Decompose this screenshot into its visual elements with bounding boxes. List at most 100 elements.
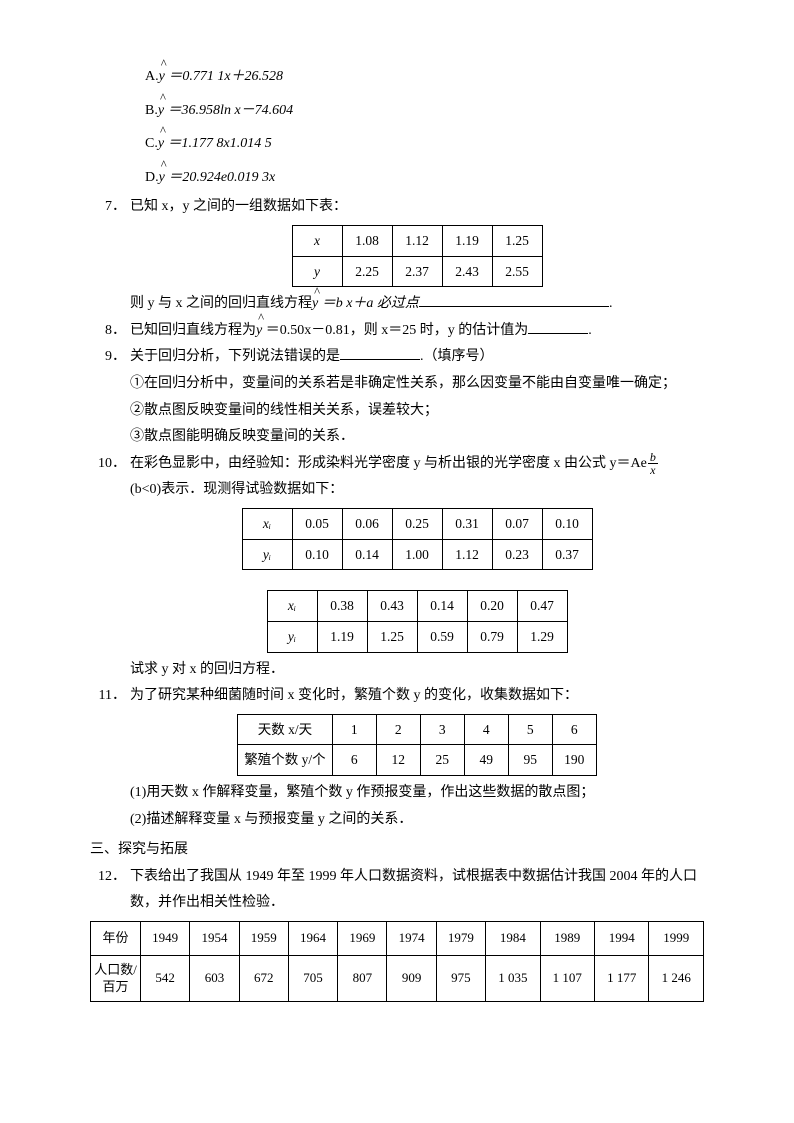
q10-t1-c: 1.12 [442, 539, 492, 570]
q10-table1: xᵢ 0.05 0.06 0.25 0.31 0.07 0.10 yᵢ 0.10… [242, 508, 593, 570]
option-b: B.y ＝36.958ln x－74.604 [145, 94, 704, 128]
q12-v: 705 [288, 955, 337, 1002]
section-3-title: 三、探究与拓展 [90, 837, 704, 864]
q12-v: 1 246 [649, 955, 704, 1002]
option-d-prefix: D. [145, 161, 159, 195]
question-10: 10． 在彩色显影中，由经验知：形成染料光学密度 y 与析出银的光学密度 x 由… [90, 451, 704, 683]
q10-text1a: 在彩色显影中，由经验知：形成染料光学密度 y 与析出银的光学密度 x 由公式 y… [130, 456, 647, 471]
question-11: 11． 为了研究某种细菌随时间 x 变化时，繁殖个数 y 的变化，收集数据如下：… [90, 683, 704, 833]
q12-th: 1994 [595, 922, 649, 956]
q7-t-c: 1.19 [442, 225, 492, 256]
q12-v: 1 107 [540, 955, 594, 1002]
q10-num: 10． [90, 451, 130, 683]
q11-t-c: 1 [332, 714, 376, 745]
option-a: A.y ＝0.771 1x＋26.528 [145, 60, 704, 94]
q10-text3: 试求 y 对 x 的回归方程． [130, 657, 704, 684]
q9-text1: 关于回归分析，下列说法错误的是 [130, 349, 340, 364]
q12-table: 年份 1949 1954 1959 1964 1969 1974 1979 19… [90, 921, 704, 1002]
question-7: 7． 已知 x，y 之间的一组数据如下表： x 1.08 1.12 1.19 1… [90, 194, 704, 317]
q12-v: 542 [141, 955, 190, 1002]
q10-t2-c: 0.43 [367, 591, 417, 622]
q12-num: 12． [90, 864, 130, 917]
question-12: 12． 下表给出了我国从 1949 年至 1999 年人口数据资料，试根据表中数… [90, 864, 704, 917]
question-9: 9． 关于回归分析，下列说法错误的是.（填序号） ①在回归分析中，变量间的关系若… [90, 344, 704, 450]
q10-t1-h: xᵢ [242, 509, 292, 540]
option-d: D.y ＝20.924e0.019 3x [145, 161, 704, 195]
q11-s1: (1)用天数 x 作解释变量，繁殖个数 y 作预报变量，作出这些数据的散点图； [130, 780, 704, 807]
option-a-eq: ＝0.771 1x＋26.528 [168, 60, 283, 94]
q10-t2-c: 0.47 [517, 591, 567, 622]
fraction-bx: bx [648, 451, 658, 476]
q9-l2: ②散点图反映变量间的线性相关关系，误差较大； [130, 398, 704, 425]
blank-fill [419, 293, 609, 307]
q11-t-c: 12 [376, 745, 420, 776]
q11-t-c: 4 [464, 714, 508, 745]
q11-table: 天数 x/天 1 2 3 4 5 6 繁殖个数 y/个 6 12 25 49 9… [237, 714, 596, 776]
q11-t-c: 5 [508, 714, 552, 745]
q10-t1-c: 0.07 [492, 509, 542, 540]
q11-t-c: 49 [464, 745, 508, 776]
q10-t1-c: 1.00 [392, 539, 442, 570]
q11-t-c: 25 [420, 745, 464, 776]
q7-t-c: 2.43 [442, 256, 492, 287]
q9-l1: ①在回归分析中，变量间的关系若是非确定性关系，那么因变量不能由自变量唯一确定； [130, 371, 704, 398]
q9-tail: .（填序号） [420, 349, 494, 364]
q11-t-c: 3 [420, 714, 464, 745]
q8-text1: 已知回归直线方程为 [130, 323, 256, 338]
q11-num: 11． [90, 683, 130, 833]
q10-text1: 在彩色显影中，由经验知：形成染料光学密度 y 与析出银的光学密度 x 由公式 y… [130, 451, 704, 478]
blank-fill [528, 320, 588, 334]
q10-t1-c: 0.23 [492, 539, 542, 570]
blank-fill [340, 346, 420, 360]
q11-s2: (2)描述解释变量 x 与预报变量 y 之间的关系． [130, 807, 704, 834]
q12-v: 975 [436, 955, 485, 1002]
q10-t1-c: 0.10 [292, 539, 342, 570]
option-c-prefix: C. [145, 127, 158, 161]
q10-t1-c: 0.14 [342, 539, 392, 570]
q12-v: 909 [387, 955, 436, 1002]
q7-text1: 已知 x，y 之间的一组数据如下表： [130, 194, 704, 221]
q11-t-c: 6 [552, 714, 596, 745]
q10-t2-c: 1.25 [367, 621, 417, 652]
q7-t-c: 2.25 [342, 256, 392, 287]
q12-th: 年份 [91, 922, 141, 956]
q8-eq: ＝0.50x－0.81，则 x＝25 时，y 的估计值为 [266, 323, 529, 338]
q12-th: 1979 [436, 922, 485, 956]
q10-t2-c: 1.19 [317, 621, 367, 652]
q11-text1: 为了研究某种细菌随时间 x 变化时，繁殖个数 y 的变化，收集数据如下： [130, 683, 704, 710]
question-8: 8． 已知回归直线方程为y ＝0.50x－0.81，则 x＝25 时，y 的估计… [90, 318, 704, 345]
q11-t-h: 繁殖个数 y/个 [238, 745, 332, 776]
q10-t1-c: 0.25 [392, 509, 442, 540]
q8-tail: . [588, 323, 592, 338]
q12-v: 1 177 [595, 955, 649, 1002]
option-d-eq: ＝20.924e0.019 3x [168, 161, 275, 195]
q10-t2-c: 0.20 [467, 591, 517, 622]
q10-t2-c: 1.29 [517, 621, 567, 652]
option-c-eq: ＝1.177 8x1.014 5 [168, 127, 272, 161]
q12-th: 1969 [338, 922, 387, 956]
q12-th: 1984 [486, 922, 540, 956]
q7-t-c: 1.08 [342, 225, 392, 256]
q12-th: 1954 [190, 922, 239, 956]
q12-text1: 下表给出了我国从 1949 年至 1999 年人口数据资料，试根据表中数据估计我… [130, 864, 704, 917]
q12-v: 1 035 [486, 955, 540, 1002]
q9-l3: ③散点图能明确反映变量间的关系． [130, 424, 704, 451]
q7-tail: . [609, 296, 613, 311]
q12-v: 807 [338, 955, 387, 1002]
q7-t-c: 2.37 [392, 256, 442, 287]
q7-text2a: 则 y 与 x 之间的回归直线方程 [130, 296, 312, 311]
q10-text2: (b<0)表示．现测得试验数据如下： [130, 477, 704, 504]
answer-options: A.y ＝0.771 1x＋26.528 B.y ＝36.958ln x－74.… [90, 60, 704, 194]
q11-t-c: 190 [552, 745, 596, 776]
q7-text2b: ＝b x＋a 必过点 [322, 296, 419, 311]
q10-t2-c: 0.38 [317, 591, 367, 622]
q12-th: 1989 [540, 922, 594, 956]
q10-t2-c: 0.79 [467, 621, 517, 652]
q12-v: 603 [190, 955, 239, 1002]
q10-t1-c: 0.10 [542, 509, 592, 540]
option-c: C.y ＝1.177 8x1.014 5 [145, 127, 704, 161]
q12-rowlabel: 人口数/百万 [91, 955, 141, 1002]
q10-table2: xᵢ 0.38 0.43 0.14 0.20 0.47 yᵢ 1.19 1.25… [267, 590, 568, 652]
q12-th: 1999 [649, 922, 704, 956]
q8-num: 8． [90, 318, 130, 345]
